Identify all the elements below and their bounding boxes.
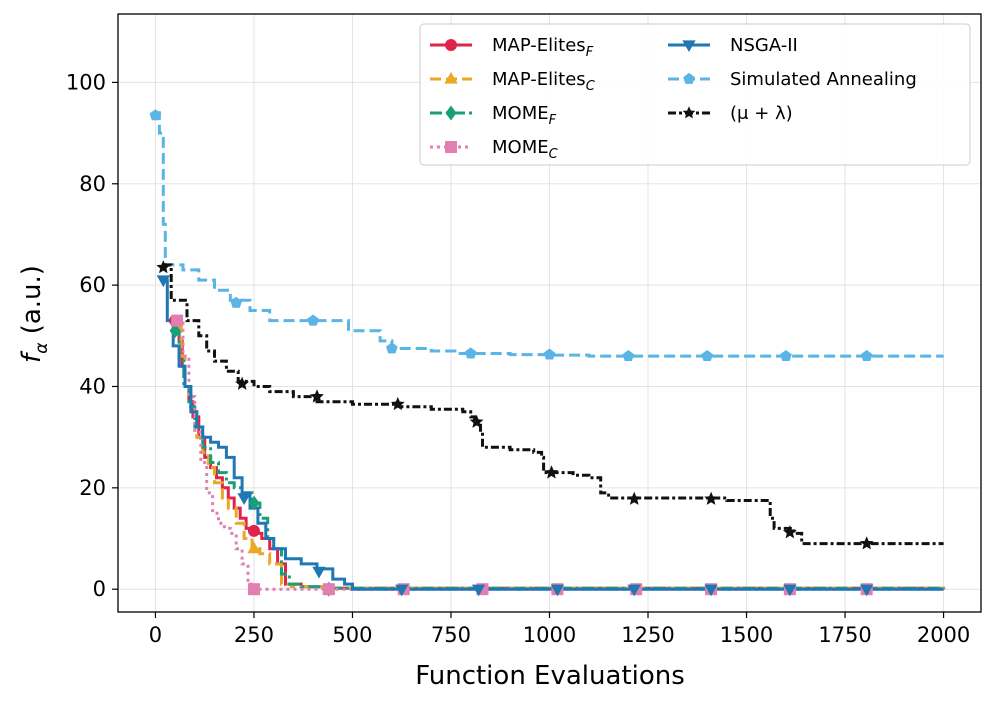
legend-label-sub: C — [586, 79, 596, 94]
series-marker-nsga-ii — [783, 584, 797, 597]
legend-label-simulated-annealing: Simulated Annealing — [730, 69, 917, 90]
series-marker-series-6 — [782, 525, 797, 539]
y-axis-label: fα (a.u.) — [17, 265, 52, 363]
legend-label-map-elites-f: MAP-ElitesF — [492, 35, 594, 60]
series-line-map-elites-c — [177, 324, 946, 590]
series-marker-map-elites-f — [247, 524, 260, 537]
series-marker-mome-c — [247, 583, 260, 596]
legend-label-series-6: (μ + λ) — [730, 103, 793, 124]
series-marker-series-6 — [235, 376, 250, 390]
legend-marker-nsga-ii — [682, 40, 696, 53]
series-marker-series-6 — [469, 414, 484, 428]
x-tick-label: 1750 — [818, 623, 871, 647]
legend-box — [419, 23, 971, 166]
legend: MAP-ElitesF MAP-ElitesC MOMEF MOMEC NSGA-II S… — [419, 23, 971, 166]
series-markers — [149, 109, 874, 597]
series-marker-nsga-ii — [156, 275, 170, 288]
legend-marker-map-elites-c — [444, 71, 458, 84]
series-line-mome-c — [177, 319, 944, 591]
legend-label-sub: F — [549, 113, 557, 128]
x-tick-label: 750 — [431, 623, 471, 647]
axis-ticks: 0 250 500 750 1000 1250 1500 1750 2000 0 20 40 60 80 1… — [66, 70, 970, 647]
series-marker-simulated-annealing — [386, 342, 398, 354]
series-marker-simulated-annealing — [622, 349, 635, 361]
series-marker-nsga-ii — [471, 584, 486, 597]
series-marker-mome-f — [248, 495, 260, 511]
series-marker-series-6 — [704, 491, 719, 505]
legend-label-nsga-ii: NSGA-II — [730, 35, 798, 56]
series-line-map-elites-f — [175, 319, 946, 590]
series-marker-nsga-ii — [312, 566, 326, 579]
legend-marker-series-6 — [682, 106, 696, 119]
series-marker-simulated-annealing — [149, 109, 162, 121]
x-tick-label: 2000 — [917, 623, 970, 647]
x-tick-label: 1250 — [621, 623, 674, 647]
series-marker-mome-c — [322, 583, 335, 596]
legend-marker-map-elites-f — [445, 39, 457, 51]
series-marker-mome-f — [169, 323, 181, 339]
series-marker-simulated-annealing — [543, 348, 556, 360]
legend-marker-mome-c — [445, 141, 457, 153]
x-tick-label: 1500 — [720, 623, 773, 647]
series-marker-nsga-ii — [550, 584, 565, 597]
y-tick-label: 0 — [93, 577, 106, 601]
y-axis-label-unit: (a.u.) — [17, 265, 47, 343]
series-marker-nsga-ii — [627, 584, 641, 597]
series-marker-series-6 — [310, 389, 324, 403]
series-marker-nsga-ii — [704, 584, 718, 597]
series-marker-simulated-annealing — [464, 347, 477, 359]
y-tick-label: 80 — [79, 172, 106, 196]
series-marker-series-6 — [544, 465, 559, 479]
x-tick-label: 250 — [234, 623, 274, 647]
legend-label-map-elites-c: MAP-ElitesC — [492, 69, 596, 94]
series-line-series-6 — [163, 263, 944, 546]
series-marker-simulated-annealing — [307, 314, 319, 326]
x-tick-label: 0 — [149, 623, 162, 647]
series-line-mome-f — [173, 329, 946, 590]
x-tick-label: 500 — [332, 623, 372, 647]
y-axis-label-sub: α — [32, 343, 52, 354]
series-marker-nsga-ii — [237, 493, 251, 506]
series-marker-mome-c — [171, 314, 184, 327]
y-tick-label: 100 — [66, 70, 106, 94]
series-marker-series-6 — [859, 536, 874, 550]
x-tick-label: 1000 — [523, 623, 576, 647]
legend-marker-mome-f — [445, 105, 457, 121]
series-marker-map-elites-c — [247, 541, 261, 554]
series-marker-series-6 — [156, 260, 171, 274]
series-marker-simulated-annealing — [701, 349, 713, 361]
legend-marker-simulated-annealing — [683, 72, 695, 84]
legend-label-mome-c: MOMEC — [492, 137, 559, 162]
y-tick-label: 20 — [79, 476, 106, 500]
series-marker-series-6 — [627, 491, 642, 505]
series-lines — [155, 111, 946, 591]
series-marker-nsga-ii — [860, 584, 874, 597]
series-line-nsga-ii — [163, 278, 944, 591]
x-axis-label: Function Evaluations — [415, 661, 685, 691]
series-marker-simulated-annealing — [780, 349, 792, 361]
series-marker-series-6 — [390, 396, 405, 411]
legend-label-sub: C — [549, 147, 559, 162]
series-marker-simulated-annealing — [860, 349, 873, 361]
plot-frame — [117, 13, 982, 613]
y-tick-label: 60 — [79, 273, 106, 297]
legend-label-sub: F — [586, 45, 594, 60]
series-marker-simulated-annealing — [230, 296, 242, 308]
legend-label-mome-f: MOMEF — [492, 103, 557, 128]
series-marker-nsga-ii — [395, 584, 409, 597]
y-tick-label: 40 — [79, 374, 106, 398]
series-line-simulated-annealing — [155, 111, 944, 358]
